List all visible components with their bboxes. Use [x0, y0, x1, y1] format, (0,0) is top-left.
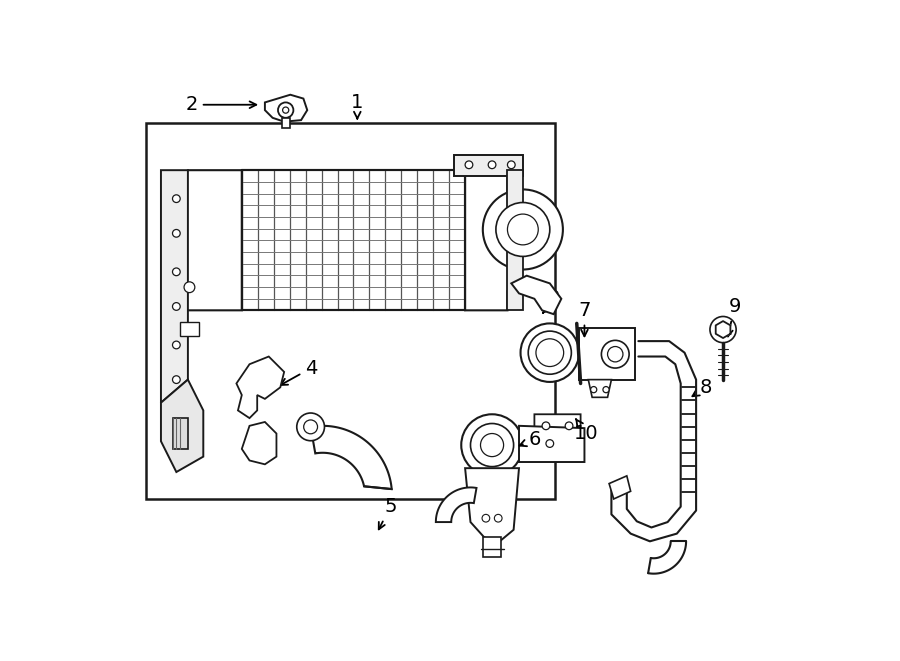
Text: 10: 10 — [573, 419, 598, 443]
Circle shape — [471, 424, 514, 467]
Polygon shape — [535, 414, 581, 453]
Circle shape — [494, 514, 502, 522]
Circle shape — [173, 229, 180, 237]
Polygon shape — [173, 170, 242, 310]
Circle shape — [508, 214, 538, 245]
Circle shape — [536, 339, 563, 367]
Polygon shape — [242, 170, 465, 310]
Polygon shape — [611, 341, 696, 541]
Polygon shape — [519, 426, 584, 462]
Circle shape — [173, 303, 180, 310]
Text: 1: 1 — [351, 93, 364, 118]
Polygon shape — [511, 276, 562, 314]
Polygon shape — [508, 170, 523, 310]
Circle shape — [173, 268, 180, 276]
Polygon shape — [161, 379, 203, 472]
Polygon shape — [237, 356, 284, 418]
Polygon shape — [716, 321, 731, 338]
Polygon shape — [609, 476, 631, 499]
Circle shape — [520, 323, 579, 382]
Circle shape — [542, 422, 550, 430]
Circle shape — [546, 440, 554, 447]
Circle shape — [481, 434, 504, 457]
Text: 4: 4 — [281, 358, 318, 385]
Circle shape — [283, 107, 289, 113]
Polygon shape — [265, 95, 307, 122]
Polygon shape — [242, 422, 276, 464]
Polygon shape — [454, 155, 523, 176]
Bar — [180, 322, 200, 336]
Polygon shape — [310, 426, 392, 489]
Text: 9: 9 — [726, 297, 741, 336]
Polygon shape — [465, 468, 519, 541]
Circle shape — [528, 331, 572, 374]
Text: 3: 3 — [543, 290, 560, 313]
Circle shape — [297, 413, 325, 441]
Circle shape — [278, 102, 293, 118]
Bar — [146, 123, 555, 499]
Circle shape — [482, 190, 562, 270]
Circle shape — [482, 514, 490, 522]
Text: 5: 5 — [379, 497, 397, 529]
Polygon shape — [173, 418, 188, 449]
Circle shape — [173, 341, 180, 349]
Circle shape — [565, 422, 573, 430]
Text: 8: 8 — [692, 378, 712, 397]
Circle shape — [461, 414, 523, 476]
Circle shape — [488, 161, 496, 169]
Circle shape — [608, 346, 623, 362]
Circle shape — [603, 387, 609, 393]
Circle shape — [496, 202, 550, 256]
Polygon shape — [482, 537, 501, 557]
Polygon shape — [436, 487, 476, 522]
Text: 2: 2 — [185, 95, 256, 114]
Polygon shape — [282, 118, 290, 128]
Circle shape — [590, 387, 597, 393]
Circle shape — [465, 161, 472, 169]
Circle shape — [184, 282, 194, 293]
Text: 6: 6 — [519, 430, 541, 449]
Text: 7: 7 — [579, 301, 590, 336]
Circle shape — [508, 161, 515, 169]
Circle shape — [601, 340, 629, 368]
Polygon shape — [161, 170, 188, 403]
Circle shape — [173, 195, 180, 202]
Polygon shape — [579, 328, 634, 379]
Circle shape — [173, 375, 180, 383]
Polygon shape — [465, 170, 515, 310]
Circle shape — [303, 420, 318, 434]
Polygon shape — [589, 379, 611, 397]
